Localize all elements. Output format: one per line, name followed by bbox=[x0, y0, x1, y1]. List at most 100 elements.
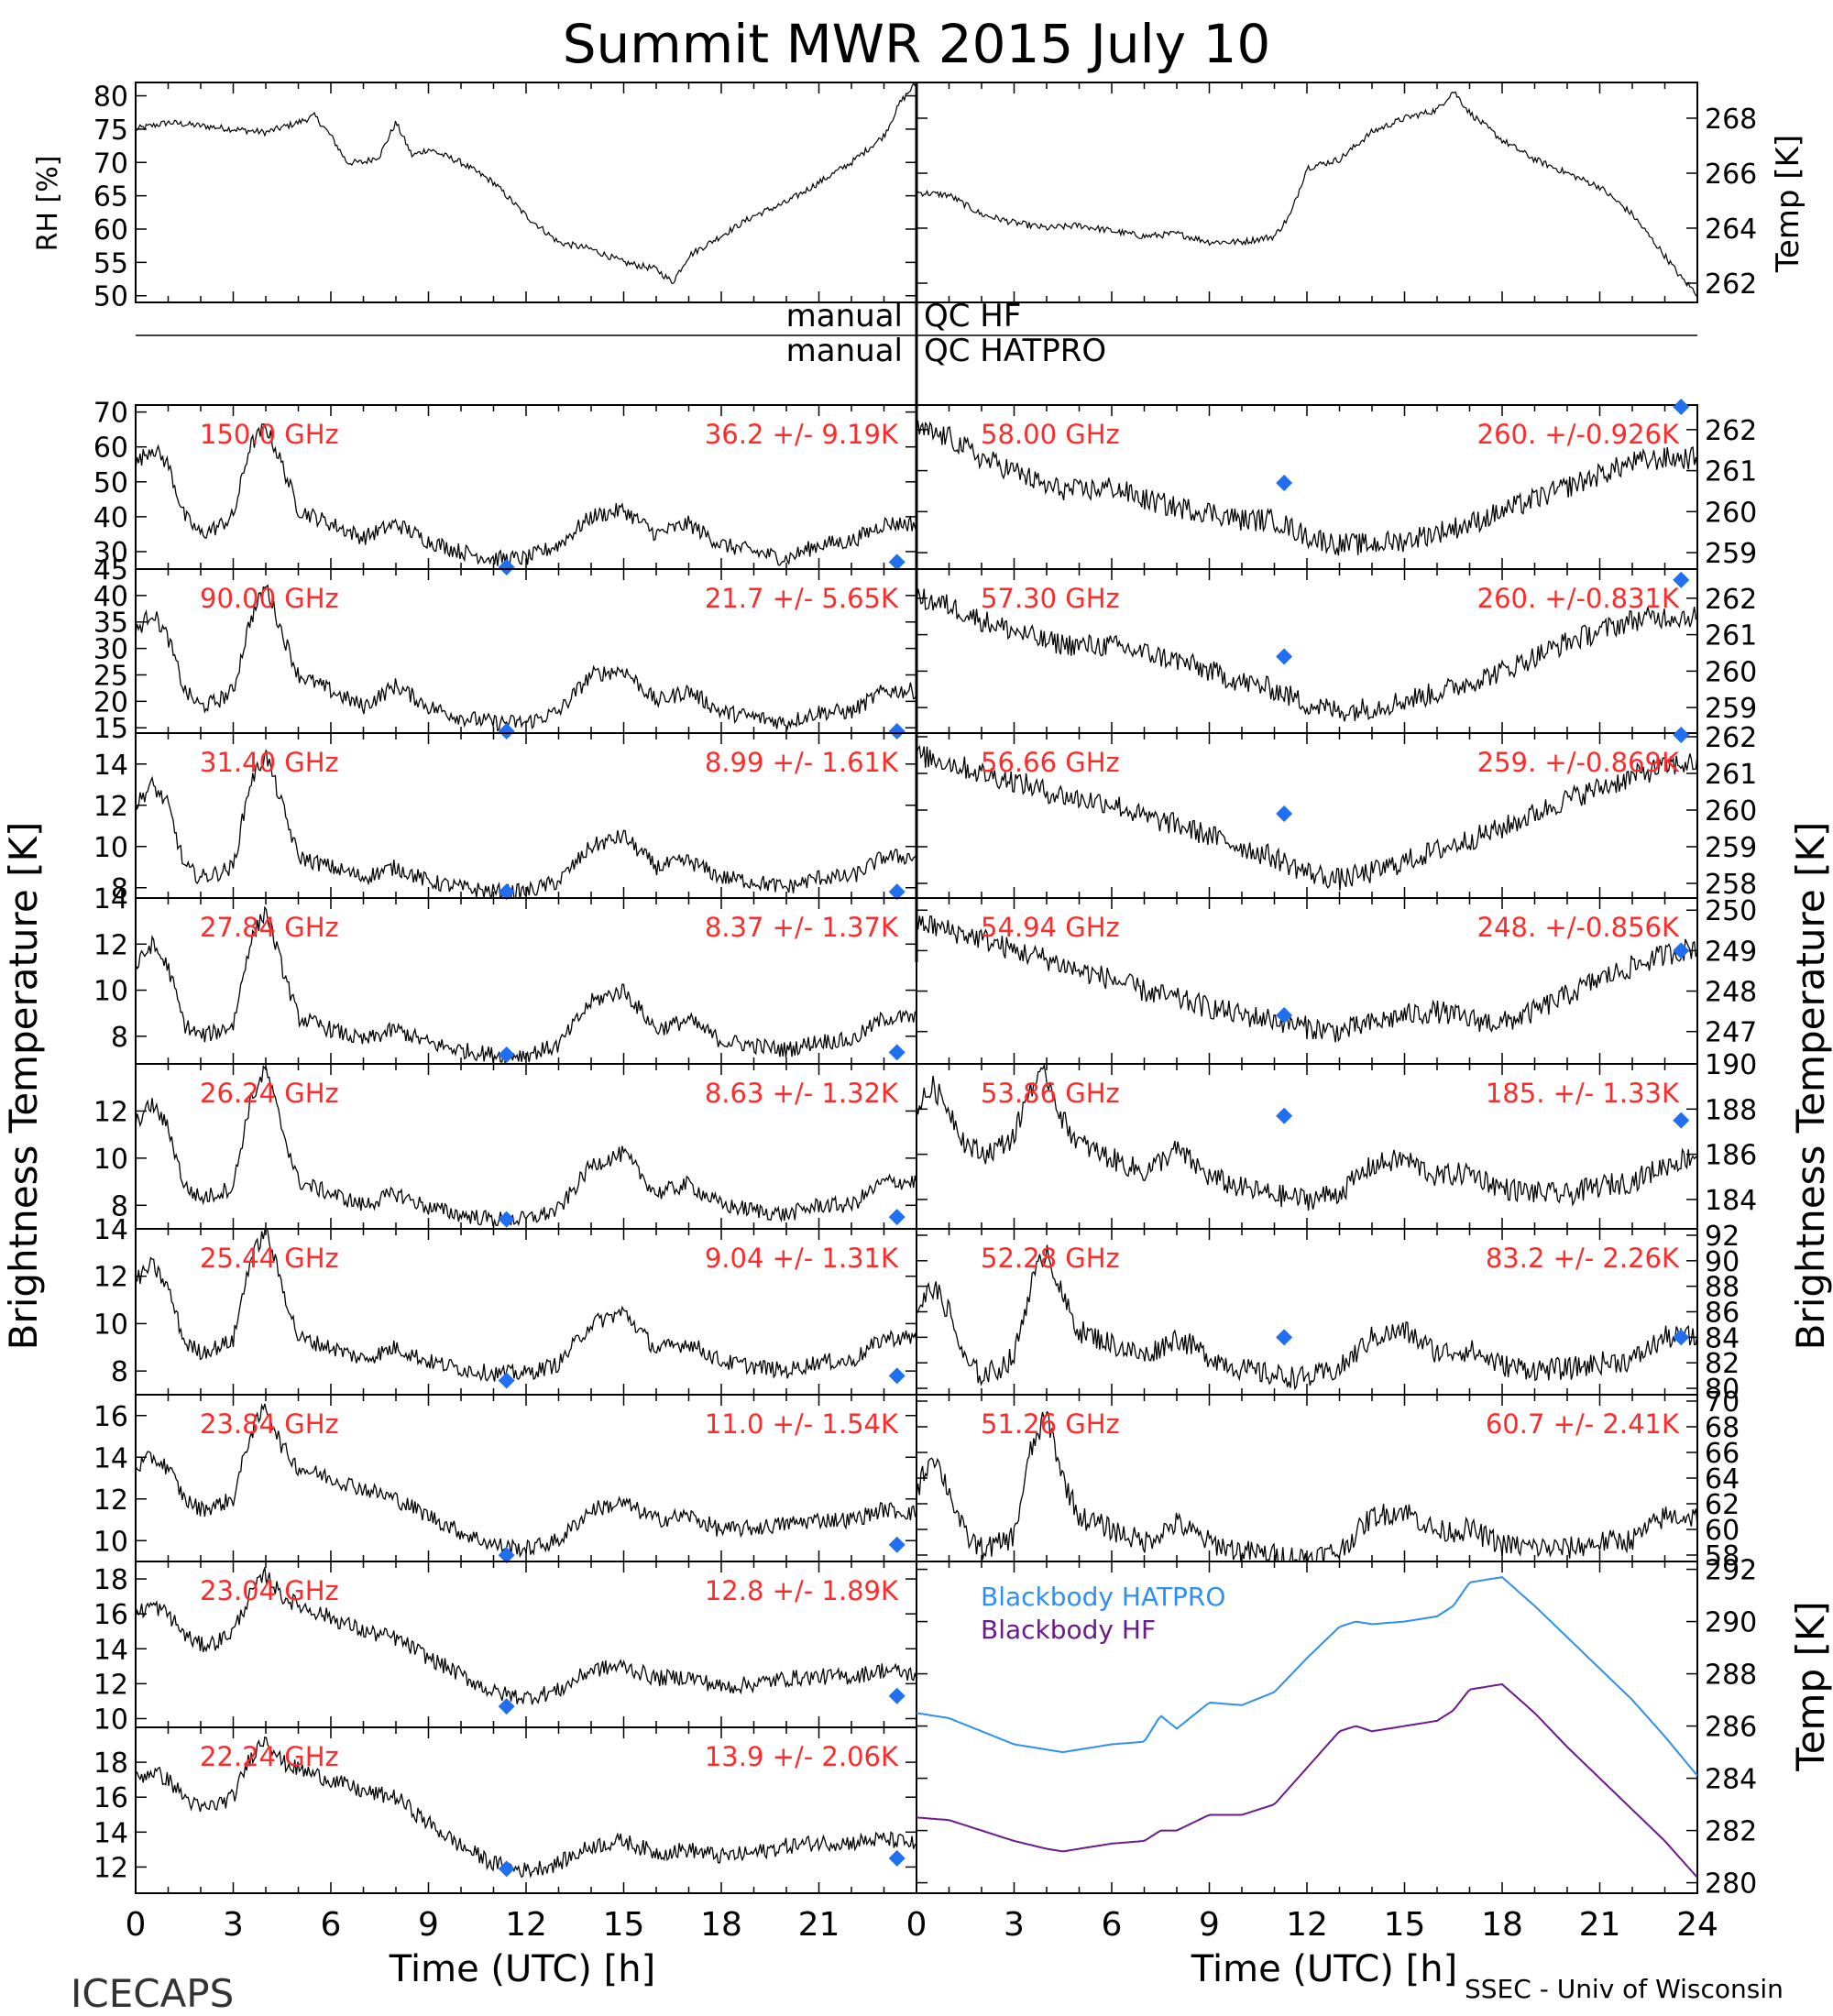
right-5494ghz-ytick-label: 250 bbox=[1705, 895, 1757, 927]
left-x-tick-label: 9 bbox=[418, 1906, 439, 1944]
left-2384ghz-ytick-label: 12 bbox=[93, 1485, 128, 1517]
right-5386ghz-ytick-label: 190 bbox=[1705, 1049, 1757, 1081]
left-2784ghz-frequency-label: 27.84 GHz bbox=[200, 912, 339, 943]
left-2224ghz-data bbox=[136, 1736, 916, 1879]
left-2304ghz-series-line bbox=[136, 1567, 916, 1705]
left-2224ghz-series-line bbox=[136, 1736, 916, 1879]
left-2784ghz-panel: 8 10 12 14 27.84 GHz 8.37 +/- 1.37K bbox=[93, 883, 917, 1065]
left-x-tick-label: 0 bbox=[126, 1906, 147, 1944]
right-x-tick-label: 0 bbox=[906, 1906, 927, 1944]
left-2384ghz-ytick-label: 10 bbox=[93, 1526, 128, 1558]
left-2784ghz-monortm-diamond bbox=[888, 1044, 906, 1061]
left-9000ghz-ytick-label: 30 bbox=[93, 634, 128, 666]
left-3140ghz-ytick-label: 8 bbox=[111, 873, 128, 905]
plot-area: 505560657075802622642662683040506070150.… bbox=[93, 82, 1757, 1944]
right-5386ghz-frequency-label: 53.86 GHz bbox=[981, 1078, 1120, 1109]
left-1500ghz-ytick-label: 60 bbox=[93, 433, 128, 465]
left-9000ghz-series-line bbox=[136, 584, 916, 732]
left-2384ghz-ytick-label: 14 bbox=[93, 1442, 128, 1474]
left-9000ghz-ytick-label: 20 bbox=[93, 686, 128, 718]
left-2624ghz-ytick-label: 8 bbox=[111, 1190, 128, 1222]
temp-ytick-label: 262 bbox=[1705, 268, 1757, 301]
left-9000ghz-ytick-label: 25 bbox=[93, 660, 128, 692]
left-2784ghz-stat-label: 8.37 +/- 1.37K bbox=[705, 912, 899, 943]
right-5494ghz-frequency-label: 54.94 GHz bbox=[981, 912, 1120, 943]
left-2304ghz-ytick-label: 10 bbox=[93, 1704, 128, 1736]
right-5228ghz-ytick-label: 84 bbox=[1705, 1322, 1740, 1354]
right-5730ghz-series-line bbox=[916, 588, 1697, 722]
blackbody-y-axis-label: Temp [K] bbox=[1788, 1601, 1833, 1772]
left-2544ghz-ytick-label: 12 bbox=[93, 1262, 128, 1294]
left-2304ghz-ytick-label: 14 bbox=[93, 1634, 128, 1666]
right-5800ghz-frequency-label: 58.00 GHz bbox=[981, 419, 1120, 450]
left-2384ghz-panel: 10 12 14 16 23.84 GHz 11.0 +/- 1.54K bbox=[93, 1394, 917, 1564]
right-5494ghz-monortm-diamond bbox=[1673, 942, 1690, 959]
left-2304ghz-data bbox=[136, 1567, 916, 1705]
rh-ytick-label: 80 bbox=[93, 82, 128, 114]
right-5730ghz-ytick-label: 259 bbox=[1705, 693, 1757, 725]
right-5666ghz-ytick-label: 258 bbox=[1705, 869, 1757, 901]
left-2224ghz-frequency-label: 22.24 GHz bbox=[200, 1741, 339, 1772]
right-5730ghz-stat-label: 260. +/-0.831K bbox=[1477, 583, 1680, 614]
right-5666ghz-stat-label: 259. +/-0.869K bbox=[1477, 747, 1680, 778]
right-x-tick-label: 12 bbox=[1286, 1906, 1328, 1944]
temp-ytick-label: 268 bbox=[1705, 104, 1757, 136]
right-x-tick-label: 9 bbox=[1199, 1906, 1220, 1944]
right-x-tick-label: 18 bbox=[1481, 1906, 1523, 1944]
left-2784ghz-ytick-label: 10 bbox=[93, 976, 128, 1008]
right-5126ghz-ytick-label: 68 bbox=[1705, 1412, 1740, 1444]
left-2544ghz-ytick-label: 14 bbox=[93, 1214, 128, 1246]
left-2224ghz-stat-label: 13.9 +/- 2.06K bbox=[705, 1741, 899, 1772]
temp-y-axis-label: Temp [K] bbox=[1770, 135, 1806, 273]
right-5800ghz-data bbox=[916, 419, 1697, 556]
left-x-tick-label: 12 bbox=[505, 1906, 547, 1944]
right-5730ghz-monortm-diamond bbox=[1673, 571, 1690, 588]
left-2304ghz-stat-label: 12.8 +/- 1.89K bbox=[705, 1575, 899, 1606]
left-3140ghz-monortm-diamond bbox=[498, 883, 515, 901]
right-5126ghz-ytick-label: 58 bbox=[1705, 1540, 1740, 1572]
right-5666ghz-ytick-label: 262 bbox=[1705, 722, 1757, 754]
rh-ytick-label: 70 bbox=[93, 148, 128, 180]
left-y-axis-label: Brightness Temperature [K] bbox=[1, 822, 46, 1351]
right-5666ghz-monortm-diamond bbox=[1276, 805, 1293, 822]
right-5666ghz-ytick-label: 259 bbox=[1705, 832, 1757, 864]
left-x-tick-label: 18 bbox=[700, 1906, 742, 1944]
right-5386ghz-ytick-label: 188 bbox=[1705, 1094, 1757, 1126]
left-2624ghz-stat-label: 8.63 +/- 1.32K bbox=[705, 1078, 899, 1109]
right-5800ghz-ytick-label: 260 bbox=[1705, 497, 1757, 529]
rh-ytick-label: 55 bbox=[93, 247, 128, 279]
left-x-tick-label: 15 bbox=[603, 1906, 645, 1944]
footer-institution: SSEC - Univ of Wisconsin bbox=[1465, 1974, 1784, 2004]
blackbody-ytick-label: 292 bbox=[1705, 1555, 1757, 1587]
left-2224ghz-monortm-diamond bbox=[888, 1849, 906, 1867]
left-3140ghz-data bbox=[136, 750, 916, 898]
right-5666ghz-series-line bbox=[916, 744, 1697, 891]
left-9000ghz-ytick-label: 45 bbox=[93, 554, 128, 586]
right-5730ghz-ytick-label: 262 bbox=[1705, 584, 1757, 616]
left-2784ghz-data bbox=[136, 905, 916, 1063]
temp-panel: 262 264 266 268 bbox=[916, 82, 1757, 303]
left-2304ghz-ytick-label: 18 bbox=[93, 1564, 128, 1596]
right-x-tick-label: 24 bbox=[1676, 1906, 1718, 1944]
left-2304ghz-ytick-label: 16 bbox=[93, 1599, 128, 1631]
right-5666ghz-monortm-diamond bbox=[1673, 727, 1690, 743]
left-2784ghz-ytick-label: 14 bbox=[93, 883, 128, 915]
right-5494ghz-ytick-label: 247 bbox=[1705, 1017, 1757, 1049]
qc-hf-left-label: manual bbox=[786, 298, 903, 334]
left-2384ghz-monortm-diamond bbox=[498, 1547, 515, 1564]
blackbody-data bbox=[916, 1576, 1697, 1879]
blackbody-ytick-label: 282 bbox=[1705, 1816, 1757, 1848]
left-2544ghz-monortm-diamond bbox=[498, 1372, 515, 1389]
right-5800ghz-ytick-label: 259 bbox=[1705, 538, 1757, 570]
rh-data bbox=[136, 82, 916, 284]
right-5228ghz-monortm-diamond bbox=[1276, 1329, 1293, 1346]
right-x-tick-label: 6 bbox=[1102, 1906, 1123, 1944]
left-2224ghz-ytick-label: 14 bbox=[93, 1817, 128, 1849]
right-y-axis-label: Brightness Temperature [K] bbox=[1788, 822, 1833, 1351]
left-2544ghz-data bbox=[136, 1229, 916, 1382]
right-x-axis-label: Time (UTC) [h] bbox=[1191, 1948, 1457, 1990]
left-3140ghz-frequency-label: 31.40 GHz bbox=[200, 747, 339, 778]
left-1500ghz-data bbox=[136, 423, 916, 568]
right-5228ghz-monortm-diamond bbox=[1673, 1329, 1690, 1346]
